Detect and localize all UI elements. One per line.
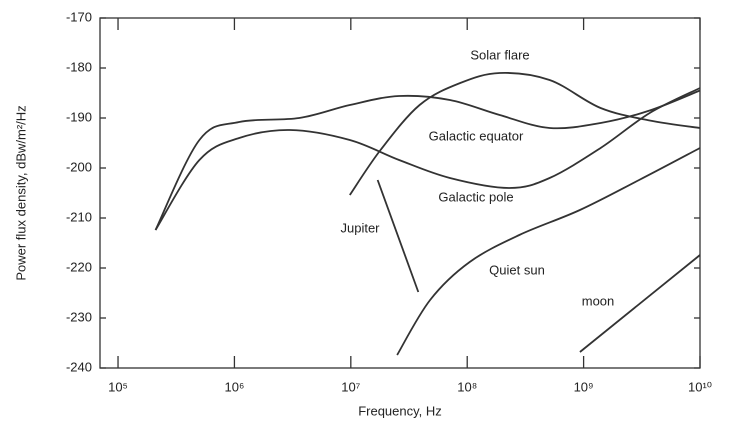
x-tick-label: 10⁹ (574, 379, 594, 394)
x-tick-label: 10⁶ (225, 379, 245, 394)
series-label: Solar flare (470, 47, 529, 62)
series-line (376, 179, 420, 293)
series-line (396, 147, 701, 356)
series-label: Galactic equator (429, 128, 524, 143)
plot-frame (99, 17, 701, 369)
series-label: moon (582, 293, 615, 308)
y-tick-label: -180 (66, 59, 92, 74)
x-tick-label: 10⁷ (341, 379, 360, 394)
x-tick-label: 10⁵ (108, 379, 128, 394)
y-tick-label: -170 (66, 9, 92, 24)
y-tick-label: -240 (66, 359, 92, 374)
x-tick-label: 10⁸ (457, 379, 477, 394)
x-tick-label: 10¹⁰ (688, 379, 712, 394)
y-tick-label: -190 (66, 109, 92, 124)
series-line (154, 87, 701, 231)
series-line (349, 72, 701, 196)
y-tick-label: -200 (66, 159, 92, 174)
y-tick-label: -220 (66, 259, 92, 274)
series-label: Galactic pole (438, 189, 513, 204)
series-line (579, 254, 701, 353)
series-label: Jupiter (340, 220, 380, 235)
x-axis-title: Frequency, Hz (358, 403, 442, 418)
y-tick-label: -230 (66, 309, 92, 324)
series-label: Quiet sun (489, 262, 545, 277)
y-axis-title: Power flux density, dBw/m²/Hz (13, 105, 28, 280)
series-line (154, 89, 701, 231)
y-tick-label: -210 (66, 209, 92, 224)
